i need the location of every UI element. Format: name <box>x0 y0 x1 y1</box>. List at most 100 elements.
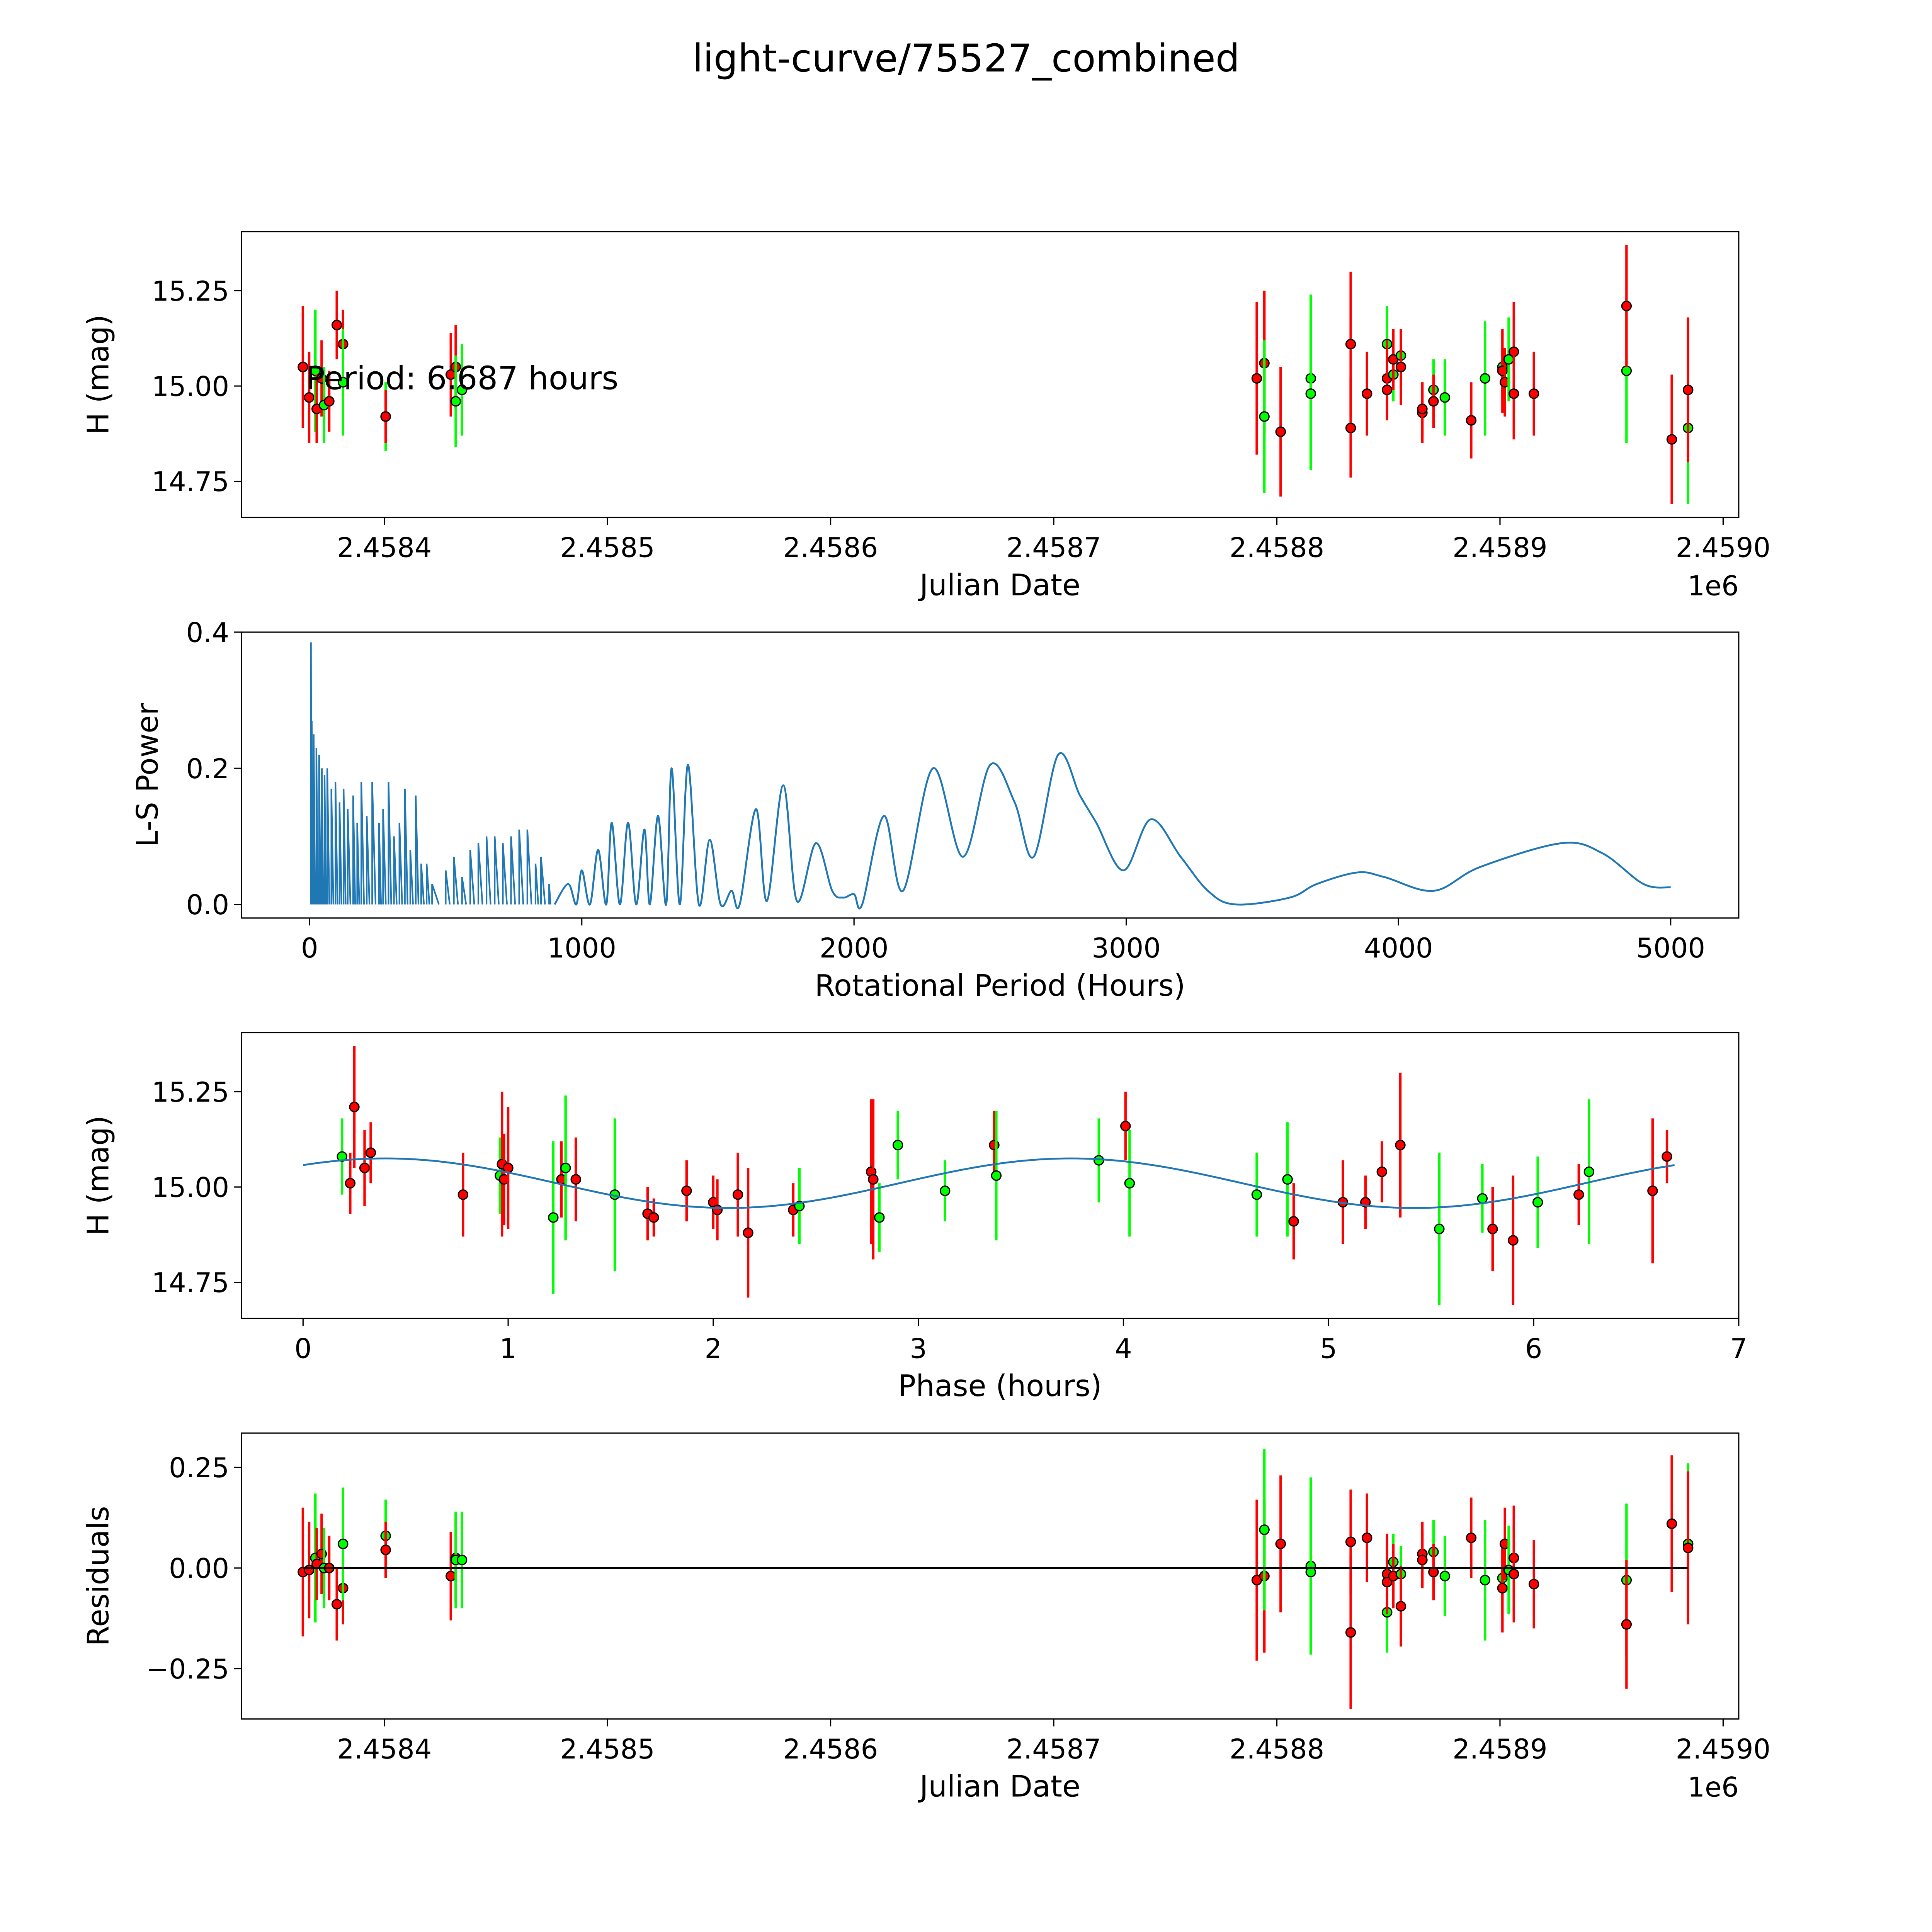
data-point <box>446 1571 456 1582</box>
x-axis-label: Phase (hours) <box>898 1369 1102 1403</box>
y-tick-label: 15.00 <box>151 1172 229 1204</box>
data-point <box>1362 388 1372 399</box>
data-point <box>1382 1577 1393 1588</box>
axes-frame <box>241 231 1740 519</box>
data-point <box>450 396 461 407</box>
data-point <box>359 1162 370 1173</box>
phased-panel: 0 1 2 3 4 5 6 7 14.75 15.00 15.25 Phase (hours) H (m… <box>82 1032 1748 1403</box>
x-tick-label: 0 <box>301 932 318 964</box>
data-point <box>1275 1538 1286 1549</box>
model-curve <box>303 1157 1675 1209</box>
data-point <box>1362 1532 1372 1543</box>
data-point <box>1508 1235 1519 1246</box>
data-point <box>1395 1139 1406 1151</box>
y-axis-label: H (mag) <box>82 1116 116 1236</box>
data-point <box>1497 1583 1508 1594</box>
data-point <box>1647 1185 1658 1196</box>
data-point <box>1477 1193 1488 1204</box>
x-axis-label: Julian Date <box>918 568 1080 602</box>
residuals-panel: 2.4584 2.4585 2.4586 2.4587 2.4588 2.4589 2.45… <box>82 1432 1770 1804</box>
data-point <box>1439 392 1451 403</box>
figure-title: light-curve/75527_combined <box>692 36 1240 81</box>
x-tick-label: 7 <box>1730 1333 1748 1364</box>
data-point <box>304 392 315 403</box>
y-axis-label: H (mag) <box>82 315 116 435</box>
x-axis-label: Rotational Period (Hours) <box>815 969 1185 1003</box>
x-tick-label: 5000 <box>1636 932 1705 964</box>
data-point <box>1439 1571 1451 1582</box>
data-point <box>1376 1166 1387 1177</box>
y-tick-label: −0.25 <box>146 1653 229 1685</box>
plot-area <box>298 1449 1694 1709</box>
data-point <box>1480 373 1490 384</box>
data-point <box>331 320 342 330</box>
data-point <box>456 1554 468 1565</box>
x-tick-label: 4000 <box>1364 932 1433 964</box>
y-tick-label: 0.2 <box>186 753 230 785</box>
x-tick-label: 5 <box>1320 1333 1337 1364</box>
data-point <box>1395 362 1406 372</box>
x-offset-label: 1e6 <box>1687 570 1738 602</box>
y-tick-label: 0.4 <box>186 617 230 649</box>
data-point <box>648 1212 659 1223</box>
plot-area: Period: 6.687 hours <box>298 245 1694 504</box>
data-point <box>338 377 349 388</box>
data-point <box>1428 396 1439 407</box>
axes-frame <box>241 1432 1740 1720</box>
x-tick-label: 6 <box>1525 1333 1543 1364</box>
data-point <box>1251 373 1262 384</box>
data-point <box>939 1185 951 1196</box>
data-point <box>324 396 335 407</box>
periodogram-spikes <box>310 642 551 905</box>
data-point <box>1288 1216 1299 1227</box>
x-tick-label: 2.4588 <box>1230 1733 1324 1765</box>
data-point <box>732 1189 743 1200</box>
data-point <box>1466 415 1477 426</box>
data-point <box>1251 1189 1262 1200</box>
axes-frame <box>241 1032 1740 1319</box>
data-point <box>338 1538 349 1549</box>
data-point <box>349 1102 360 1112</box>
period-annotation: Period: 6.687 hours <box>306 360 619 397</box>
x-tick-label: 4 <box>1115 1333 1132 1364</box>
data-point <box>1345 338 1356 350</box>
y-tick-label: 15.25 <box>151 1077 229 1108</box>
y-tick-label: 0.0 <box>186 889 230 921</box>
data-point <box>1282 1174 1293 1185</box>
data-point <box>1532 1197 1543 1208</box>
data-point <box>1275 426 1286 437</box>
data-point <box>1480 1575 1490 1585</box>
data-point <box>331 1599 342 1610</box>
x-tick-label: 1000 <box>547 932 616 964</box>
data-point <box>457 1189 469 1200</box>
data-point <box>1529 1578 1539 1590</box>
y-axis-label: Residuals <box>82 1506 116 1646</box>
periodogram-curve <box>554 752 1671 910</box>
data-point <box>1621 1619 1632 1630</box>
data-point <box>1621 301 1632 311</box>
x-axis-label: Julian Date <box>918 1770 1080 1804</box>
y-tick-label: 15.00 <box>151 371 229 403</box>
data-point <box>1621 365 1632 376</box>
x-tick-label: 2.4586 <box>783 532 878 563</box>
x-tick-label: 2.4585 <box>560 532 655 563</box>
data-point <box>345 1178 356 1189</box>
x-tick-label: 2.4590 <box>1676 1733 1770 1765</box>
x-tick-label: 2.4588 <box>1230 532 1324 563</box>
x-tick-label: 2.4585 <box>560 1733 655 1765</box>
x-tick-label: 2.4587 <box>1006 1733 1101 1765</box>
data-point <box>560 1162 571 1173</box>
data-point <box>380 411 391 422</box>
data-point <box>380 1544 391 1555</box>
data-point <box>1382 384 1393 395</box>
x-tick-label: 2.4584 <box>337 1733 432 1765</box>
plot-area <box>310 642 1671 910</box>
x-tick-label: 2.4590 <box>1676 532 1770 563</box>
data-point <box>1434 1223 1445 1235</box>
data-point <box>1259 411 1270 422</box>
data-point <box>1583 1166 1595 1177</box>
periodogram-panel: 0 1000 2000 3000 4000 5000 0.0 0.2 0.4 Rotational… <box>131 617 1740 1003</box>
data-point <box>1666 1518 1677 1529</box>
data-point <box>892 1139 903 1151</box>
